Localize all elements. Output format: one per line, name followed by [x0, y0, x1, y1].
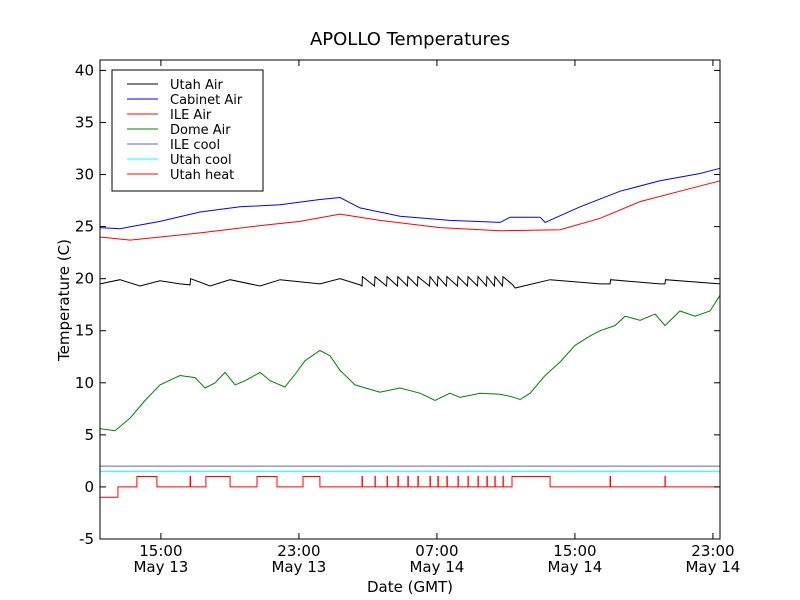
- legend-label-dome-air: Dome Air: [170, 123, 231, 138]
- x-tick-date: May 14: [685, 558, 740, 576]
- legend-label-ile-cool: ILE cool: [170, 138, 220, 153]
- series-line-utah-air: [99, 275, 721, 289]
- x-tick-time: 23:00: [277, 542, 320, 560]
- y-axis: -5 0 5 10 15 20 25 30 35 40: [75, 61, 720, 548]
- y-tick-label: 5: [84, 426, 94, 444]
- y-tick-label: 25: [75, 218, 94, 236]
- legend-label-utah-cool: Utah cool: [170, 153, 232, 168]
- y-tick-label: 35: [75, 113, 94, 131]
- x-axis-label: Date (GMT): [367, 578, 453, 596]
- series-line-cabinet-air: [99, 167, 721, 230]
- series-line-utah-heat: [100, 476, 720, 498]
- y-tick-label: 0: [84, 478, 94, 496]
- y-tick-label: 10: [75, 374, 94, 392]
- x-tick-date: May 13: [133, 558, 188, 576]
- x-tick-date: May 14: [409, 558, 464, 576]
- y-tick-label: 15: [75, 322, 94, 340]
- x-tick-time: 15:00: [553, 542, 596, 560]
- series-line-ile-air: [99, 180, 721, 241]
- x-tick-date: May 13: [271, 558, 326, 576]
- legend-label-utah-air: Utah Air: [170, 78, 223, 93]
- chart-title: APOLLO Temperatures: [310, 29, 510, 50]
- x-tick-time: 15:00: [139, 542, 182, 560]
- x-tick-time: 23:00: [691, 542, 734, 560]
- legend-label-utah-heat: Utah heat: [170, 168, 234, 183]
- y-tick-label: -5: [79, 530, 94, 548]
- legend-label-ile-air: ILE Air: [170, 108, 212, 123]
- y-tick-label: 30: [75, 166, 94, 184]
- x-tick-date: May 14: [547, 558, 602, 576]
- plot-area: [99, 167, 721, 498]
- legend-box: [111, 69, 264, 192]
- series-line-dome-air: [99, 295, 721, 432]
- x-tick-time: 07:00: [415, 542, 458, 560]
- plot-frame: [99, 59, 721, 540]
- legend-label-cabinet-air: Cabinet Air: [170, 93, 243, 108]
- y-tick-label: 40: [75, 61, 94, 79]
- y-axis-label: Temperature (C): [55, 239, 73, 362]
- y-tick-label: 20: [75, 270, 94, 288]
